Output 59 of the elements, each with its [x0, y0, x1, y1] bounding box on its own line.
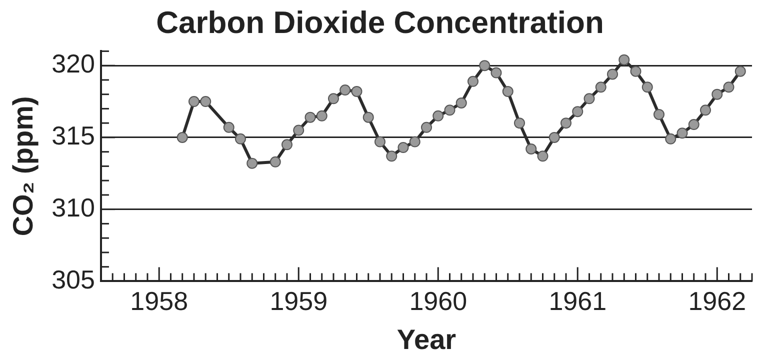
- point: [176, 132, 188, 143]
- point: [595, 82, 606, 93]
- point: [281, 139, 292, 150]
- point: [526, 143, 537, 154]
- point: [653, 108, 664, 120]
- point: [734, 66, 746, 77]
- y-tick-label: 305: [52, 264, 95, 294]
- point: [316, 110, 328, 122]
- point: [362, 112, 374, 123]
- point: [618, 54, 630, 66]
- point: [479, 60, 490, 72]
- point: [304, 112, 316, 123]
- x-tick-label: 1962: [688, 286, 746, 316]
- point: [200, 96, 212, 108]
- point: [270, 156, 281, 168]
- point: [374, 136, 386, 148]
- x-tick-label: 1960: [409, 286, 468, 316]
- point: [234, 133, 246, 144]
- point: [432, 110, 444, 122]
- y-tick-label: 310: [52, 192, 95, 222]
- point: [398, 142, 409, 154]
- point: [606, 68, 618, 80]
- point: [712, 88, 723, 100]
- y-tick-label: 315: [52, 120, 95, 151]
- point: [676, 128, 688, 139]
- y-axis-title: CO₂ (ppm): [8, 96, 39, 236]
- y-tick-label: 320: [52, 48, 95, 79]
- point: [409, 136, 420, 148]
- chart-title: Carbon Dioxide Concentration: [156, 5, 604, 40]
- point: [246, 158, 258, 169]
- point: [642, 82, 653, 93]
- point: [490, 67, 502, 78]
- point: [456, 97, 467, 108]
- point: [514, 118, 525, 129]
- point: [340, 84, 351, 96]
- point: [688, 119, 700, 130]
- point: [630, 66, 642, 77]
- point: [351, 86, 362, 97]
- point: [467, 76, 478, 87]
- point: [572, 106, 584, 118]
- point: [537, 150, 548, 162]
- point: [723, 82, 734, 93]
- point: [560, 118, 572, 129]
- point: [223, 122, 234, 133]
- point: [444, 104, 456, 116]
- point: [502, 86, 514, 97]
- point: [188, 96, 200, 108]
- x-tick-label: 1959: [270, 286, 328, 316]
- point: [420, 122, 432, 133]
- point: [700, 104, 711, 116]
- point: [386, 150, 398, 162]
- point: [548, 132, 560, 143]
- point: [293, 124, 304, 136]
- point: [584, 93, 595, 104]
- point: [328, 93, 339, 104]
- point: [665, 133, 676, 144]
- x-tick-label: 1958: [130, 286, 188, 316]
- x-axis-title: Year: [396, 324, 456, 355]
- x-tick-label: 1961: [548, 286, 607, 316]
